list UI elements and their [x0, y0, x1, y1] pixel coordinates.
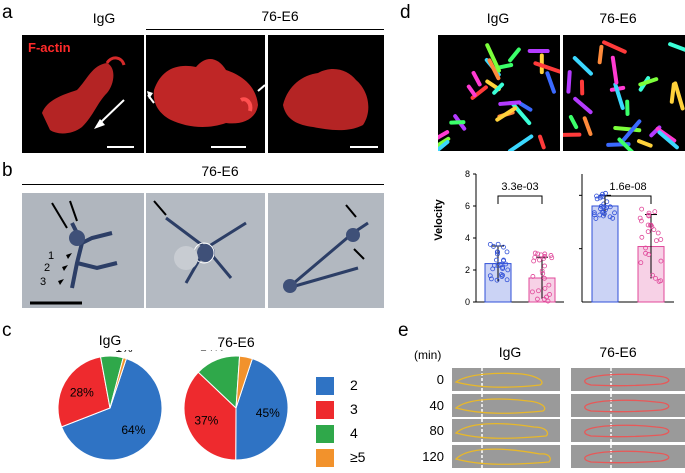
time-label-1: 40 — [420, 398, 444, 413]
arrowhead-label-2: 2 — [44, 262, 50, 274]
panel-a-micrograph-76e6-1 — [146, 35, 265, 153]
bar1-ytick-2: 4 — [465, 233, 470, 243]
bar1-ytick-0: 0 — [465, 297, 470, 307]
legend-swatch-2 — [316, 377, 334, 395]
velocity-axis-label: Velocity — [433, 198, 445, 240]
legend-label-3: 3 — [350, 401, 358, 417]
panel-a-header-76e6: 76-E6 — [220, 8, 340, 24]
timelapse-igg-1 — [452, 394, 560, 417]
panel-b-phase-image-3 — [268, 193, 384, 308]
timelapse-76e6-1 — [571, 394, 685, 417]
bar1-pvalue: 3.3e-03 — [501, 181, 538, 193]
arrowhead-label-1: 1 — [48, 250, 54, 262]
pie2-label-0: 45% — [256, 406, 280, 420]
panel-a-micrograph-76e6-2 — [268, 35, 384, 153]
time-label-2: 80 — [420, 423, 444, 438]
legend-label-5plus: ≥5 — [350, 449, 365, 465]
legend-label-2: 2 — [350, 377, 358, 393]
legend-swatch-5plus — [316, 449, 334, 467]
panel-d-header-76e6: 76-E6 — [578, 10, 658, 26]
panel-e-header-76e6: 76-E6 — [578, 344, 658, 360]
arrowhead-label-3: 3 — [40, 276, 46, 288]
panel-label-b: b — [2, 160, 13, 182]
f-actin-label: F-actin — [28, 40, 71, 55]
panel-a-header-igg: IgG — [64, 10, 144, 26]
pie2-label-2: 14% — [200, 350, 224, 353]
panel-d-tracks-76e6 — [563, 35, 685, 151]
timelapse-76e6-3 — [571, 445, 685, 468]
timelapse-igg-3 — [452, 445, 560, 468]
time-label-3: 120 — [420, 449, 444, 464]
bar2-pvalue: 1.6e-08 — [609, 181, 646, 193]
bar1-ytick-1: 2 — [465, 265, 470, 275]
pie-title-76e6: 76-E6 — [196, 334, 276, 350]
pie-charts: 64%28%7%1% 45%37%14%4% — [0, 350, 400, 470]
pie1-label-1: 28% — [70, 385, 94, 399]
panel-d-header-igg: IgG — [458, 10, 538, 26]
velocity-bar-chart: Velocity 02468IgG76-E63.3e-03 — [430, 158, 570, 308]
timelapse-igg-0 — [452, 368, 560, 391]
legend-swatch-4 — [316, 425, 334, 443]
timelapse-igg-2 — [452, 419, 560, 442]
pie1-label-3: 1% — [115, 350, 133, 355]
bar1-ytick-4: 8 — [465, 169, 470, 179]
timelapse-76e6-2 — [571, 419, 685, 442]
legend-swatch-3 — [316, 401, 334, 419]
time-unit-label: (min) — [414, 348, 441, 362]
panel-label-c: c — [2, 320, 12, 342]
time-label-0: 0 — [420, 372, 444, 387]
panel-label-a: a — [2, 2, 13, 24]
panel-d-tracks-igg — [438, 35, 560, 151]
panel-label-d: d — [400, 2, 411, 24]
panel-b-phase-image-1: 1 2 3 — [22, 193, 144, 308]
pie-title-igg: IgG — [70, 332, 150, 348]
pie2-label-1: 37% — [194, 414, 218, 428]
panel-label-e: e — [398, 320, 409, 342]
panel-b-header: 76-E6 — [160, 163, 280, 179]
panel-a-header-rule — [146, 29, 384, 30]
panel-b-phase-image-2 — [146, 193, 265, 308]
bar1-ytick-3: 6 — [465, 201, 470, 211]
panel-a-micrograph-igg: F-actin — [22, 35, 144, 153]
panel-e-header-igg: IgG — [470, 344, 550, 360]
panel-b-header-rule — [22, 184, 384, 185]
timelapse-76e6-0 — [571, 368, 685, 391]
legend-label-4: 4 — [350, 425, 358, 441]
pie1-label-0: 64% — [121, 423, 145, 437]
